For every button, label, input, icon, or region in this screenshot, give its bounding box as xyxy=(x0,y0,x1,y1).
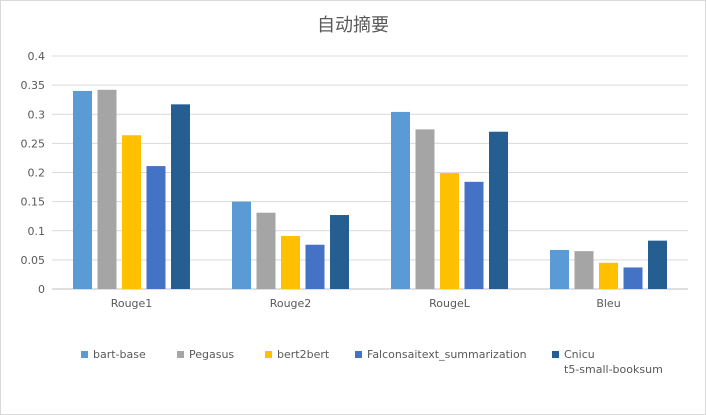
legend-label: bert2bert xyxy=(277,347,329,362)
legend-swatch xyxy=(177,351,184,358)
legend-label: Cnicu t5-small-booksum xyxy=(564,347,663,377)
y-tick-label: 0 xyxy=(38,283,45,296)
y-tick-label: 0.4 xyxy=(28,50,46,63)
legend-item: bart-base xyxy=(81,347,146,362)
bar xyxy=(257,213,276,289)
bar xyxy=(330,215,349,289)
x-tick-label: RougeL xyxy=(429,297,471,310)
legend-swatch xyxy=(265,351,272,358)
bar xyxy=(306,245,325,289)
bar xyxy=(599,263,618,289)
legend-item: Cnicu t5-small-booksum xyxy=(552,347,663,377)
bar xyxy=(416,129,435,289)
legend-swatch xyxy=(552,351,559,358)
y-tick-label: 0.25 xyxy=(21,137,46,150)
legend-swatch xyxy=(355,351,362,358)
bar xyxy=(648,241,667,289)
bar xyxy=(575,251,594,289)
chart-legend: bart-base Pegasus bert2bert Falconsaitext_s… xyxy=(81,347,681,387)
legend-label: Pegasus xyxy=(189,347,234,362)
x-tick-label: Bleu xyxy=(596,297,620,310)
legend-item: bert2bert xyxy=(265,347,329,362)
y-tick-label: 0.05 xyxy=(21,254,46,267)
y-tick-label: 0.35 xyxy=(21,79,46,92)
bar xyxy=(624,267,643,289)
legend-label: Falconsaitext_summarization xyxy=(367,347,527,362)
x-tick-label: Rouge1 xyxy=(111,297,153,310)
bar xyxy=(147,166,166,289)
bar xyxy=(489,132,508,289)
legend-swatch xyxy=(81,351,88,358)
legend-item: Falconsaitext_summarization xyxy=(355,347,527,362)
bar xyxy=(465,182,484,289)
y-tick-label: 0.2 xyxy=(28,167,46,180)
legend-label: bart-base xyxy=(93,347,146,362)
legend-item: Pegasus xyxy=(177,347,234,362)
y-tick-label: 0.15 xyxy=(21,196,46,209)
y-tick-label: 0.3 xyxy=(28,108,46,121)
bar xyxy=(73,91,92,289)
chart-title: 自动摘要 xyxy=(317,15,389,36)
bar xyxy=(98,90,117,289)
bar xyxy=(122,135,141,289)
x-tick-label: Rouge2 xyxy=(270,297,312,310)
bar xyxy=(550,250,569,289)
bar xyxy=(440,173,459,289)
bar xyxy=(391,112,410,289)
bar xyxy=(171,104,190,289)
y-tick-label: 0.1 xyxy=(28,225,46,238)
bar xyxy=(281,236,300,289)
bar xyxy=(232,202,251,289)
